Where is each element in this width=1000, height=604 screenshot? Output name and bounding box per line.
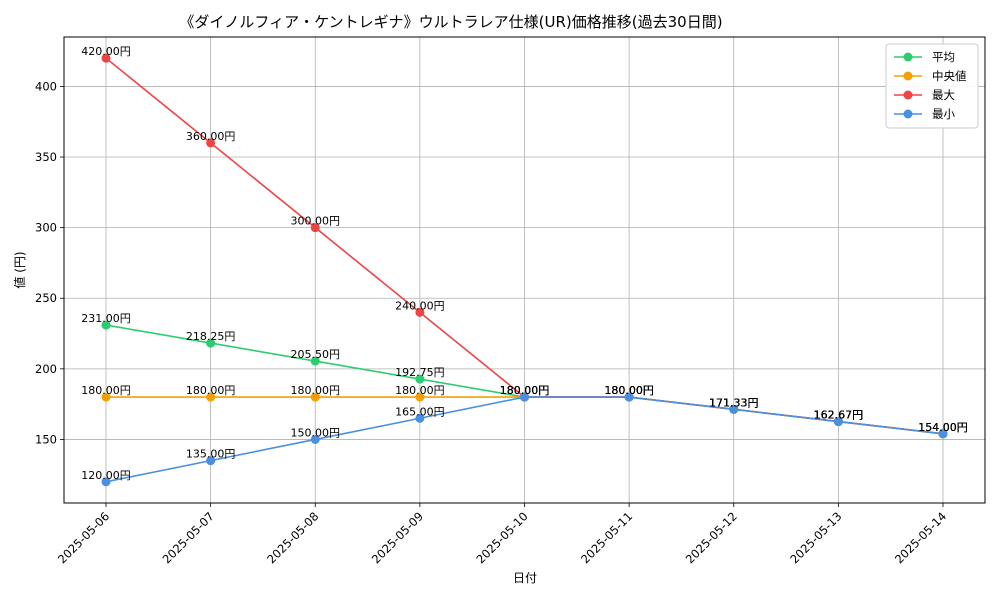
y-tick-label: 200 (35, 362, 57, 376)
data-label: 154.00円 (918, 421, 968, 434)
data-label: 180.00円 (81, 384, 131, 397)
data-point (310, 223, 320, 233)
data-label: 300.00円 (291, 215, 341, 228)
data-label: 180.00円 (500, 384, 550, 397)
data-label: 135.00円 (186, 448, 236, 461)
x-tick-label: 2025-05-07 (160, 509, 217, 566)
data-labels-layer: 231.00円 218.25円 205.50円 192.75円 180.00円 180.0… (81, 45, 968, 482)
x-axis-label: 日付 (513, 571, 537, 585)
x-tick-label: 2025-05-09 (369, 509, 426, 566)
data-label: 180.00円 (395, 384, 445, 397)
data-label: 162.67円 (814, 409, 864, 422)
y-tick-label: 250 (35, 291, 57, 305)
data-label: 180.00円 (604, 384, 654, 397)
data-point (938, 429, 948, 439)
y-tick-label: 300 (35, 221, 57, 235)
data-label: 180.00円 (500, 384, 550, 397)
data-label: 180.00円 (500, 384, 550, 397)
data-label: 154.00円 (918, 421, 968, 434)
y-tick-label: 350 (35, 150, 57, 164)
data-point (206, 338, 216, 348)
data-point (206, 138, 216, 148)
data-point (101, 53, 111, 63)
legend-marker (903, 90, 913, 100)
y-tick-label: 400 (35, 79, 57, 93)
data-point (833, 417, 843, 427)
x-tick-label: 2025-05-10 (473, 509, 530, 566)
x-tick-label: 2025-05-13 (787, 509, 844, 566)
data-point (206, 456, 216, 466)
data-label: 180.00円 (604, 384, 654, 397)
series-layer (101, 53, 948, 487)
data-label: 162.67円 (814, 409, 864, 422)
legend-marker (903, 52, 913, 62)
data-label: 171.33円 (709, 396, 759, 409)
data-point (101, 392, 111, 402)
data-point (729, 404, 739, 414)
data-point (101, 320, 111, 330)
data-point (206, 392, 216, 402)
data-label: 240.00円 (395, 299, 445, 312)
data-label: 162.67円 (814, 409, 864, 422)
x-tick-label: 2025-05-06 (55, 509, 112, 566)
data-label: 171.33円 (709, 396, 759, 409)
data-label: 120.00円 (81, 469, 131, 482)
x-tick-label: 2025-05-14 (892, 509, 949, 566)
data-label: 150.00円 (291, 426, 341, 439)
legend-label: 最小 (932, 107, 955, 121)
x-tick-label: 2025-05-08 (264, 509, 321, 566)
x-tick-label: 2025-05-12 (683, 509, 740, 566)
data-label: 205.50円 (291, 348, 341, 361)
y-axis-label: 値 (円) (12, 251, 27, 288)
data-label: 154.00円 (918, 421, 968, 434)
legend-label: 最大 (932, 88, 955, 102)
data-point (415, 307, 425, 317)
data-label: 420.00円 (81, 45, 131, 58)
data-point (415, 392, 425, 402)
data-label: 180.00円 (604, 384, 654, 397)
legend-label: 平均 (932, 50, 955, 64)
grid-layer (64, 37, 985, 503)
data-label: 180.00円 (186, 384, 236, 397)
data-label: 162.67円 (814, 409, 864, 422)
y-tick-label: 150 (35, 432, 57, 446)
data-label: 180.00円 (500, 384, 550, 397)
data-label: 360.00円 (186, 130, 236, 143)
legend-marker (903, 71, 913, 81)
data-label: 192.75円 (395, 366, 445, 379)
data-point (624, 392, 634, 402)
chart-title: 《ダイノルフィア・ケントレギナ》ウルトラレア仕様(UR)価格推移(過去30日間) (179, 13, 722, 31)
data-label: 218.25円 (186, 330, 236, 343)
data-label: 180.00円 (604, 384, 654, 397)
data-label: 180.00円 (291, 384, 341, 397)
data-label: 171.33円 (709, 396, 759, 409)
data-label: 165.00円 (395, 405, 445, 418)
data-point (310, 356, 320, 366)
legend-label: 中央値 (932, 69, 967, 83)
data-label: 154.00円 (918, 421, 968, 434)
data-label: 171.33円 (709, 396, 759, 409)
data-label: 231.00円 (81, 312, 131, 325)
data-point (520, 392, 529, 402)
x-tick-label: 2025-05-11 (578, 509, 635, 566)
legend-marker (903, 109, 913, 119)
data-point (415, 374, 425, 384)
data-point (310, 392, 320, 402)
data-point (310, 434, 320, 444)
data-point (101, 477, 111, 487)
plot-frame (63, 36, 986, 504)
legend-box (885, 43, 979, 129)
data-point (415, 413, 425, 423)
